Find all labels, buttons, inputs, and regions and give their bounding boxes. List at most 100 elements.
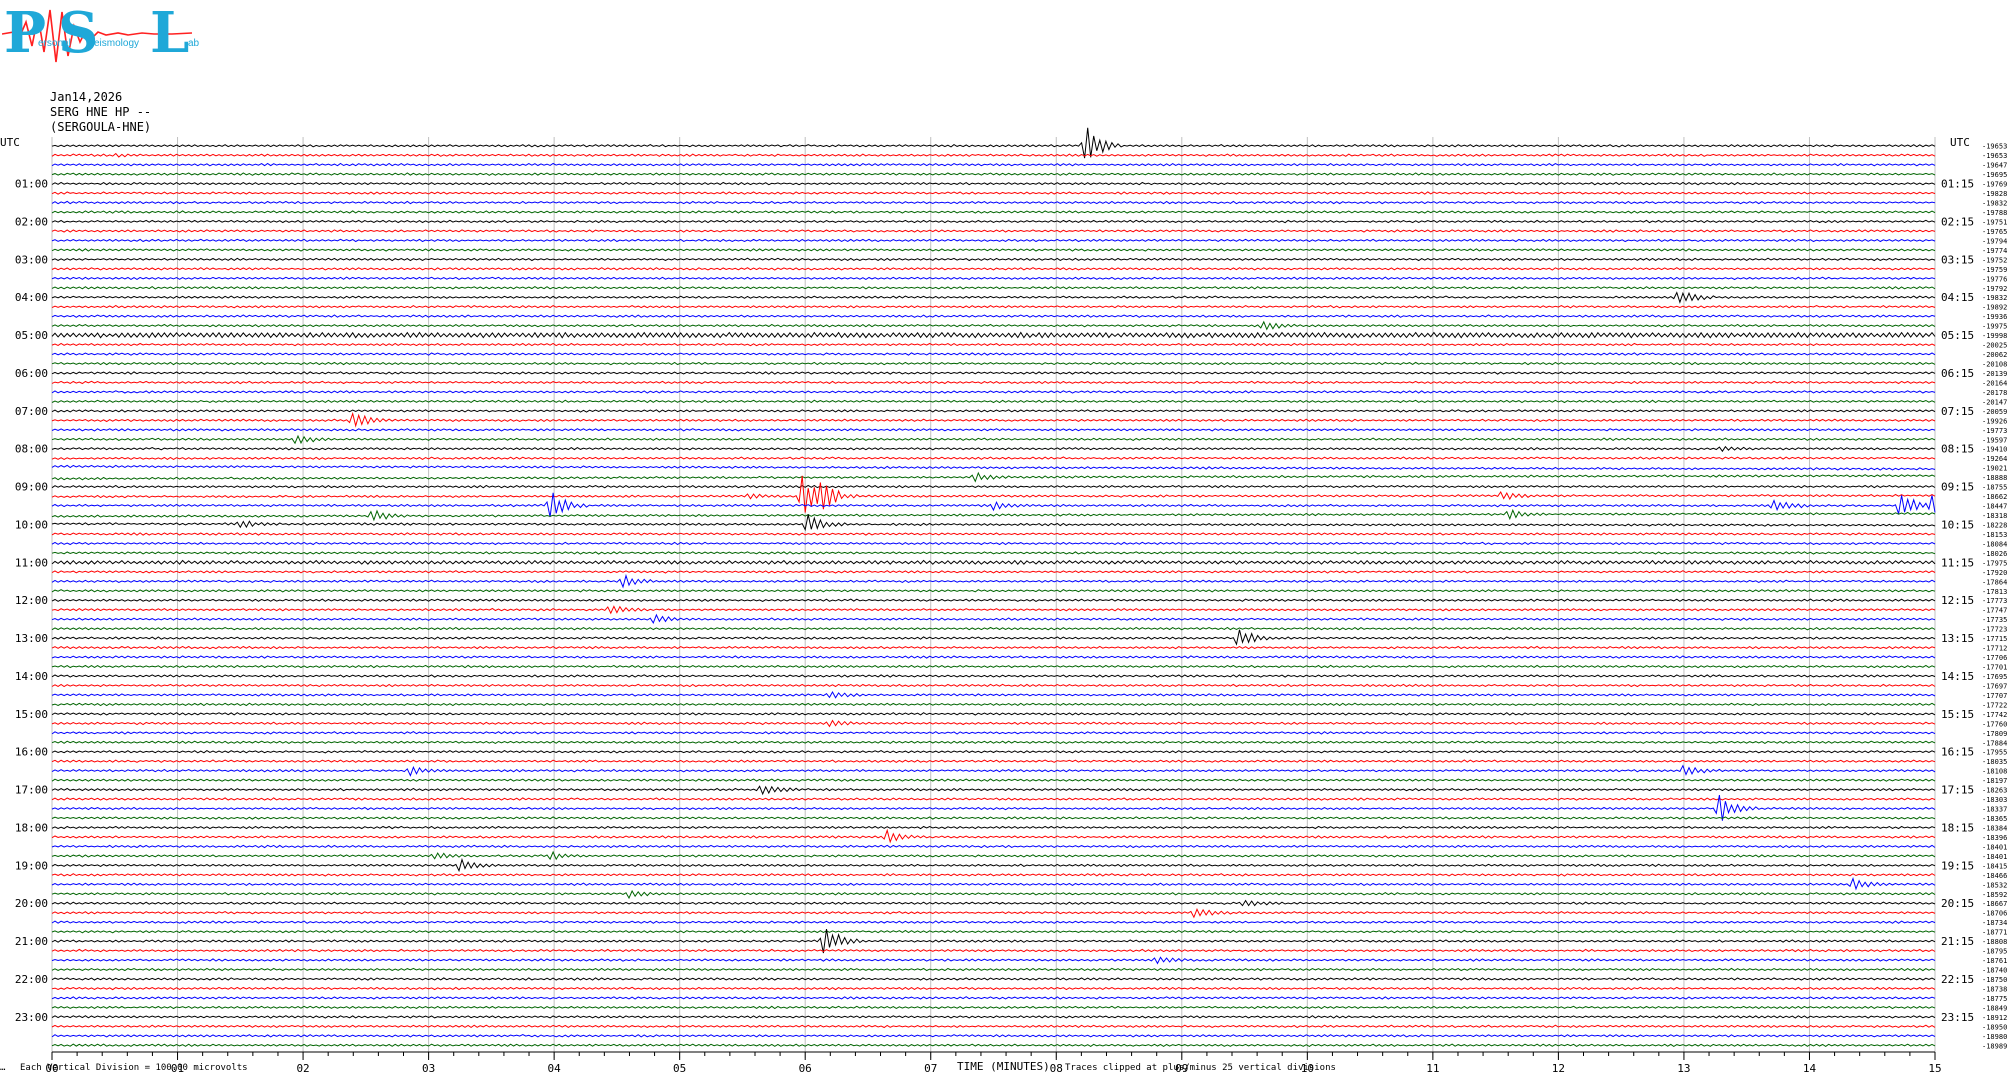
left-hour-label: 21:00	[15, 935, 48, 948]
trace-mean-label: -19776	[1982, 275, 2007, 283]
seismic-trace	[51, 127, 1936, 159]
minute-gridlines	[51, 137, 1936, 1058]
trace-mean-label: -17955	[1982, 749, 2007, 757]
seismic-trace	[51, 229, 1936, 233]
seismic-trace	[51, 514, 1936, 532]
left-hour-label: 09:00	[15, 481, 48, 494]
x-tick-label: 06	[799, 1062, 812, 1075]
trace-mean-label: -18950	[1982, 1023, 2007, 1031]
seismic-trace	[51, 541, 1936, 546]
trace-mean-label: -17809	[1982, 730, 2007, 738]
seismic-trace	[51, 816, 1936, 820]
logo-letter-s: S	[58, 0, 99, 66]
seismic-trace	[51, 683, 1936, 688]
right-hour-label: 11:15	[1941, 556, 1974, 569]
seismic-trace	[51, 219, 1936, 224]
seismic-trace	[51, 471, 1936, 483]
right-hour-label: 18:15	[1941, 821, 1974, 834]
right-hour-label: 19:15	[1941, 859, 1974, 872]
seismic-trace	[51, 291, 1936, 304]
trace-mean-label: -20108	[1982, 361, 2007, 369]
seismic-trace	[51, 1034, 1936, 1038]
trace-mean-label: -18384	[1982, 824, 2007, 832]
psl-logo: P S L ersonal eismology ab	[2, 0, 202, 72]
trace-mean-label: -17706	[1982, 654, 2007, 662]
trace-mean-label: -19975	[1982, 323, 2007, 331]
axis-labels: UTC UTC 01:00 02:00 03:00 04:00 05:00 06:00 07:0…	[0, 136, 2007, 1075]
seismic-trace	[51, 920, 1936, 924]
seismic-trace	[51, 759, 1936, 763]
right-hour-label: 23:15	[1941, 1011, 1974, 1024]
x-tick-label: 01	[171, 1062, 184, 1075]
trace-mean-label: -17760	[1982, 720, 2007, 728]
trace-mean-label: -19695	[1982, 171, 2007, 179]
trace-mean-label: -20025	[1982, 342, 2007, 350]
trace-mean-label: -18667	[1982, 900, 2007, 908]
seismic-trace	[51, 908, 1936, 919]
seismic-trace	[51, 948, 1936, 953]
trace-mean-label: -18761	[1982, 957, 2007, 965]
seismic-trace	[51, 605, 1936, 615]
trace-mean-label: -19021	[1982, 465, 2007, 473]
seismic-trace	[51, 712, 1936, 716]
seismic-trace	[51, 551, 1936, 555]
trace-mean-label: -18849	[1982, 1004, 2007, 1012]
trace-mean-label: -17715	[1982, 635, 2007, 643]
seismic-trace	[51, 731, 1936, 735]
seismic-trace	[51, 929, 1936, 934]
seismic-trace	[51, 267, 1936, 271]
trace-mean-label: -18734	[1982, 919, 2007, 927]
seismic-trace	[51, 764, 1936, 777]
trace-mean-label: -20139	[1982, 370, 2007, 378]
trace-mean-label: -18795	[1982, 948, 2007, 956]
seismic-trace	[51, 598, 1936, 602]
seismic-trace	[51, 967, 1936, 972]
x-tick-label: 08	[1050, 1062, 1063, 1075]
seismic-trace	[51, 825, 1936, 830]
left-hour-label: 04:00	[15, 291, 48, 304]
seismic-trace	[51, 1005, 1936, 1010]
header-site: (SERGOULA-HNE)	[50, 120, 152, 134]
logo-word-ersonal: ersonal	[38, 38, 71, 49]
seismic-trace	[51, 873, 1936, 877]
x-tick-label: 12	[1552, 1062, 1565, 1075]
seismic-trace	[51, 456, 1936, 460]
seismic-trace	[51, 877, 1936, 891]
trace-mean-label: -18740	[1982, 967, 2007, 975]
seismic-trace	[51, 162, 1936, 167]
seismic-trace	[51, 702, 1936, 707]
left-hour-label: 13:00	[15, 632, 48, 645]
seismic-trace	[51, 626, 1936, 631]
seismogram-logo-icon	[2, 9, 193, 63]
trace-mean-label: -17813	[1982, 588, 2007, 596]
trace-mean-label: -19653	[1982, 143, 2007, 151]
left-utc-title: UTC	[0, 136, 20, 149]
trace-mean-label: -19751	[1982, 218, 2007, 226]
right-hour-label: 09:15	[1941, 481, 1974, 494]
trace-mean-label: -18415	[1982, 862, 2007, 870]
trace-mean-label: -19936	[1982, 313, 2007, 321]
trace-mean-label: -18401	[1982, 853, 2007, 861]
x-tick-label: 15	[1928, 1062, 1941, 1075]
seismic-trace	[51, 352, 1936, 356]
trace-mean-label: -20164	[1982, 379, 2007, 387]
trace-mean-label: -18108	[1982, 768, 2007, 776]
trace-mean-label: -17742	[1982, 711, 2007, 719]
seismic-trace	[51, 573, 1936, 589]
seismic-trace	[51, 276, 1936, 281]
seismic-trace	[51, 508, 1936, 522]
seismic-trace	[51, 399, 1936, 404]
left-hour-label: 10:00	[15, 518, 48, 531]
right-utc-title: UTC	[1950, 136, 1970, 149]
trace-mean-label: -18447	[1982, 503, 2007, 511]
seismic-trace	[51, 797, 1936, 801]
x-tick-label: 10	[1301, 1062, 1314, 1075]
scale-note: Each Vertical Division = 100.00 microvol…	[20, 1063, 248, 1073]
trace-mean-label: -17747	[1982, 607, 2007, 615]
seismic-trace	[51, 740, 1936, 744]
seismic-trace	[51, 331, 1936, 339]
left-hour-label: 18:00	[15, 821, 48, 834]
seismic-trace	[51, 304, 1936, 309]
trace-mean-label: -19653	[1982, 152, 2007, 160]
x-tick-label: 05	[673, 1062, 686, 1075]
